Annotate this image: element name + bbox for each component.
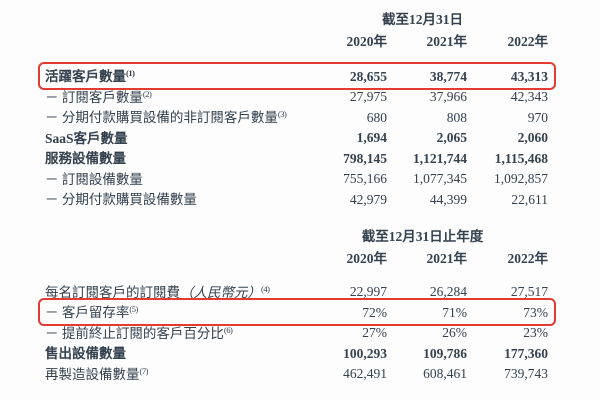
year-header-row: 2020年 2021年 2022年 <box>45 32 549 52</box>
label-text: － 訂閱客戶數量 <box>45 89 143 105</box>
label-text: － 分期付款購買設備數量 <box>45 192 197 207</box>
row-customer-retention-rate: － 客戶留存率(5) 72% 71% 73% <box>38 298 556 326</box>
value-2022: 1,115,468 <box>494 150 548 166</box>
row-label: － 訂閱設備數量 <box>45 172 297 187</box>
value-2020: 22,997 <box>349 284 387 299</box>
value-2020: 755,166 <box>343 171 387 186</box>
value-2022: 1,092,857 <box>494 171 548 186</box>
year-2022-header: 2022年 <box>507 34 549 50</box>
row-subscription-fee-per-customer: 每名訂閱客戶的訂閱費（人民幣元）(4) 22,997 26,284 27,517 <box>45 282 548 303</box>
value-2021: 1,077,345 <box>413 171 467 186</box>
value-2022: 43,313 <box>510 68 548 84</box>
footnote-ref: (7) <box>139 365 149 376</box>
value-2021: 26% <box>442 325 467 340</box>
label-text: 每名訂閱客戶的訂閱費 <box>45 284 180 300</box>
value-2021: 608,461 <box>423 366 467 381</box>
row-subscription-devices: － 訂閱設備數量 755,166 1,077,345 1,092,857 <box>45 169 548 190</box>
year-2020-header: 2020年 <box>346 250 388 266</box>
row-label: － 分期付款購買設備數量 <box>45 192 297 207</box>
label-currency-note: （人民幣元） <box>180 284 261 300</box>
year-2020-header: 2020年 <box>346 34 388 50</box>
year-2021-header: 2021年 <box>426 34 468 50</box>
value-2022: 23% <box>523 325 548 340</box>
value-2021: 109,786 <box>423 345 467 361</box>
row-early-termination-percentage: － 提前終止訂閱的客戶百分比(6) 27% 26% 23% <box>45 323 548 344</box>
value-2020: 680 <box>366 109 387 125</box>
value-2021: 808 <box>446 109 467 125</box>
row-label: － 客戶留存率(5) <box>45 305 297 320</box>
row-label: 服務設備數量 <box>45 151 297 166</box>
row-installment-nonsub-customers: － 分期付款購買設備的非訂閱客戶數量(3) 680 808 970 <box>45 107 548 128</box>
row-label: － 訂閱客戶數量(2) <box>45 88 297 105</box>
label-text: 服務設備數量 <box>45 151 126 166</box>
row-devices-sold: 售出設備數量 100,293 109,786 177,360 <box>45 343 548 364</box>
value-2022: 739,743 <box>504 366 548 381</box>
row-label: 售出設備數量 <box>45 346 297 361</box>
label-text: － 分期付款購買設備的非訂閱客戶數量 <box>45 110 278 125</box>
section-year-ended-dec31: 截至12月31日止年度 2020年 2021年 2022年 每名訂閱客戶的訂閱費… <box>38 225 556 385</box>
year-header-row: 2020年 2021年 2022年 <box>45 249 549 269</box>
value-2020: 27% <box>362 325 387 340</box>
period-header-row: 截至12月31日止年度 <box>45 225 548 245</box>
row-active-customers: 活躍客戶數量(1) 28,655 38,774 43,313 <box>38 62 556 90</box>
label-text: － 客戶留存率 <box>45 305 130 320</box>
label-text: 再製造設備數量 <box>45 366 140 382</box>
value-2021: 71% <box>442 304 467 320</box>
value-2020: 462,491 <box>343 366 387 381</box>
row-label: － 分期付款購買設備的非訂閱客戶數量(3) <box>45 110 297 125</box>
label-text: － 訂閱設備數量 <box>45 171 143 187</box>
value-2022: 27,517 <box>510 284 548 299</box>
row-label: SaaS客戶數量 <box>45 131 297 146</box>
value-2020: 72% <box>362 304 387 320</box>
row-service-devices: 服務設備數量 798,145 1,121,744 1,115,468 <box>45 148 548 169</box>
row-label: 再製造設備數量(7) <box>45 365 297 382</box>
value-2021: 1,121,744 <box>413 150 467 166</box>
period-header: 截至12月31日 <box>382 12 463 27</box>
row-saas-customers: SaaS客戶數量 1,694 2,065 2,060 <box>45 128 548 149</box>
value-2021: 44,399 <box>429 191 467 207</box>
section-as-of-dec31: 截至12月31日 2020年 2021年 2022年 活躍客戶數量(1) 28,… <box>38 8 556 210</box>
footnote-ref: (6) <box>223 324 233 335</box>
row-label: 每名訂閱客戶的訂閱費（人民幣元）(4) <box>45 283 297 300</box>
label-text: 售出設備數量 <box>45 346 126 361</box>
value-2022: 970 <box>527 109 548 125</box>
value-2022: 22,611 <box>511 191 548 207</box>
value-2022: 73% <box>523 304 548 320</box>
value-2021: 37,966 <box>429 89 467 104</box>
period-header-row: 截至12月31日 <box>45 8 548 28</box>
value-2022: 42,343 <box>510 89 548 104</box>
row-label: － 提前終止訂閱的客戶百分比(6) <box>45 324 297 341</box>
value-2020: 27,975 <box>349 89 387 104</box>
value-2021: 38,774 <box>429 68 467 84</box>
value-2021: 26,284 <box>429 284 467 299</box>
value-2022: 2,060 <box>517 130 548 145</box>
row-subscription-customers: － 訂閱客戶數量(2) 27,975 37,966 42,343 <box>45 87 548 108</box>
value-2020: 1,694 <box>356 130 387 145</box>
footnote-ref: (3) <box>277 109 287 119</box>
label-text: － 提前終止訂閱的客戶百分比 <box>45 325 224 341</box>
value-2020: 28,655 <box>349 68 387 84</box>
footnote-ref: (4) <box>261 283 270 294</box>
label-text: 活躍客戶數量 <box>45 69 126 84</box>
row-remanufactured-devices: 再製造設備數量(7) 462,491 608,461 739,743 <box>45 364 548 385</box>
value-2020: 798,145 <box>343 150 387 166</box>
year-2022-header: 2022年 <box>507 250 549 266</box>
value-2022: 177,360 <box>504 345 548 361</box>
row-installment-devices: － 分期付款購買設備數量 42,979 44,399 22,611 <box>45 189 548 210</box>
footnote-ref: (2) <box>142 88 152 99</box>
value-2020: 42,979 <box>349 191 387 207</box>
period-header: 截至12月31日止年度 <box>361 228 484 244</box>
label-text: SaaS客戶數量 <box>45 130 128 146</box>
value-2021: 2,065 <box>436 130 467 145</box>
value-2020: 100,293 <box>343 345 387 361</box>
kpi-table: 截至12月31日 2020年 2021年 2022年 活躍客戶數量(1) 28,… <box>38 8 556 385</box>
footnote-ref: (1) <box>126 68 135 78</box>
row-label: 活躍客戶數量(1) <box>45 69 297 84</box>
footnote-ref: (5) <box>129 304 138 314</box>
year-2021-header: 2021年 <box>426 250 468 266</box>
